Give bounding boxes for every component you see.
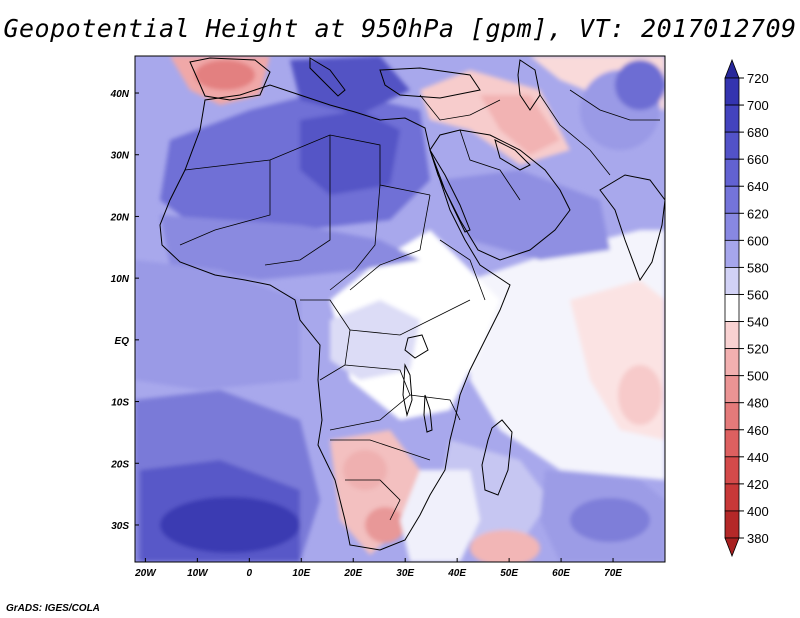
- field-sahara-dark: [300, 110, 400, 195]
- colorbar-segment: [724, 239, 740, 268]
- lon-tick-label: 0: [247, 568, 253, 579]
- colorbar-label: 440: [747, 450, 769, 465]
- arabia-coastline: [429, 129, 571, 261]
- lon-tick-label: 50E: [500, 568, 518, 579]
- lat-tick-label: EQ: [115, 336, 130, 347]
- colorbar-label: 640: [747, 179, 769, 194]
- colorbar-segment: [724, 294, 740, 322]
- colorbar-segment: [724, 429, 740, 458]
- colorbar-segment: [724, 267, 740, 295]
- turkey-coastline: [379, 67, 481, 99]
- field-se-indian-core: [570, 498, 650, 542]
- colorbar: 720 700 680 660 640 620 600 580 560 540 520 500 480 4…: [724, 58, 769, 558]
- colorbar-segment: [724, 402, 740, 431]
- colorbar-segment: [724, 375, 740, 404]
- lon-axis: 20W 10W 0 10E 20E 30E 40E 50E 60E 70E: [134, 558, 622, 579]
- map-frame: [134, 55, 666, 563]
- lon-tick-label: 10W: [187, 568, 209, 579]
- india-coastline: [599, 174, 665, 282]
- lon-tick-label: 20W: [134, 568, 157, 579]
- field-south-africa-red: [365, 507, 405, 543]
- field-persia-pink: [480, 95, 560, 155]
- colorbar-label: 620: [747, 206, 769, 221]
- colorbar-segment: [724, 456, 740, 485]
- colorbar-label: 480: [747, 396, 769, 411]
- colorbar-label: 720: [747, 71, 769, 86]
- colorbar-label: 400: [747, 504, 769, 519]
- lat-tick-label: 40N: [110, 89, 130, 100]
- field-pink-blob-e: [618, 365, 662, 425]
- red-sea: [429, 149, 471, 233]
- lake-tanganyika: [402, 363, 413, 417]
- lat-tick-label: 30S: [111, 521, 129, 532]
- persian-gulf: [494, 139, 531, 171]
- lon-tick-label: 70E: [604, 568, 622, 579]
- lon-tick-label: 30E: [396, 568, 414, 579]
- lake-malawi: [423, 394, 433, 433]
- coastlines: [159, 57, 665, 551]
- lat-tick-label: 30N: [111, 151, 130, 162]
- lon-tick-label: 40E: [447, 568, 466, 579]
- lat-tick-label: 10S: [111, 398, 129, 409]
- colorbar-label: 560: [747, 287, 769, 302]
- iberia-coastline: [189, 57, 271, 101]
- country-borders: [179, 89, 660, 521]
- italy-coastline: [309, 57, 346, 97]
- lon-tick-label: 20E: [343, 568, 362, 579]
- colorbar-label: 460: [747, 423, 769, 438]
- lake-victoria: [404, 334, 429, 359]
- colorbar-label: 700: [747, 98, 769, 113]
- lat-tick-label: 10N: [111, 274, 130, 285]
- colorbar-label: 500: [747, 369, 769, 384]
- colorbar-label: 380: [747, 531, 769, 546]
- colorbar-label: 580: [747, 260, 769, 275]
- field-south-white-band: [400, 470, 480, 562]
- africa-coastline: [159, 84, 511, 551]
- colorbar-label: 420: [747, 477, 769, 492]
- colorbar-label: 600: [747, 233, 769, 248]
- lon-tick-label: 10E: [292, 568, 310, 579]
- lat-tick-label: 20N: [110, 212, 130, 223]
- colorbar-top-arrow: [724, 58, 740, 79]
- footer-credit: GrADS: IGES/COLA: [6, 603, 100, 614]
- colorbar-label: 680: [747, 125, 769, 140]
- chart-title: Geopotential Height at 950hPa [gpm], VT:…: [3, 14, 797, 43]
- field-congo-light: [330, 300, 420, 380]
- colorbar-label: 660: [747, 152, 769, 167]
- height-field: [135, 56, 665, 562]
- colorbar-label: 520: [747, 342, 769, 357]
- colorbar-label: 540: [747, 315, 769, 330]
- field-sw-indian-pink: [470, 530, 540, 562]
- field-south-atlantic-core: [160, 497, 300, 553]
- colorbar-segment: [724, 212, 740, 241]
- colorbar-segment: [724, 321, 740, 349]
- colorbar-segment: [724, 77, 740, 106]
- lon-tick-label: 60E: [552, 568, 570, 579]
- colorbar-segment: [724, 185, 740, 214]
- colorbar-segment: [724, 510, 740, 539]
- lat-axis: 40N 30N 20N 10N EQ 10S 20S 30S: [110, 89, 139, 532]
- field-himalaya-blue: [615, 60, 665, 110]
- colorbar-segment: [724, 348, 740, 377]
- colorbar-segment: [724, 483, 740, 512]
- lat-tick-label: 20S: [110, 459, 129, 470]
- caspian-sea: [517, 59, 541, 111]
- colorbar-segment: [724, 131, 740, 160]
- colorbar-segment: [724, 158, 740, 187]
- madagascar-coastline: [481, 419, 513, 496]
- field-iberia-red: [195, 60, 255, 90]
- field-sahel-mid: [160, 215, 420, 280]
- field-west-atlantic-blue: [135, 260, 300, 390]
- field-kalahari-pink: [343, 450, 387, 490]
- colorbar-segment: [724, 104, 740, 133]
- field-arabia-mid: [440, 170, 610, 260]
- colorbar-bottom-arrow: [724, 537, 740, 558]
